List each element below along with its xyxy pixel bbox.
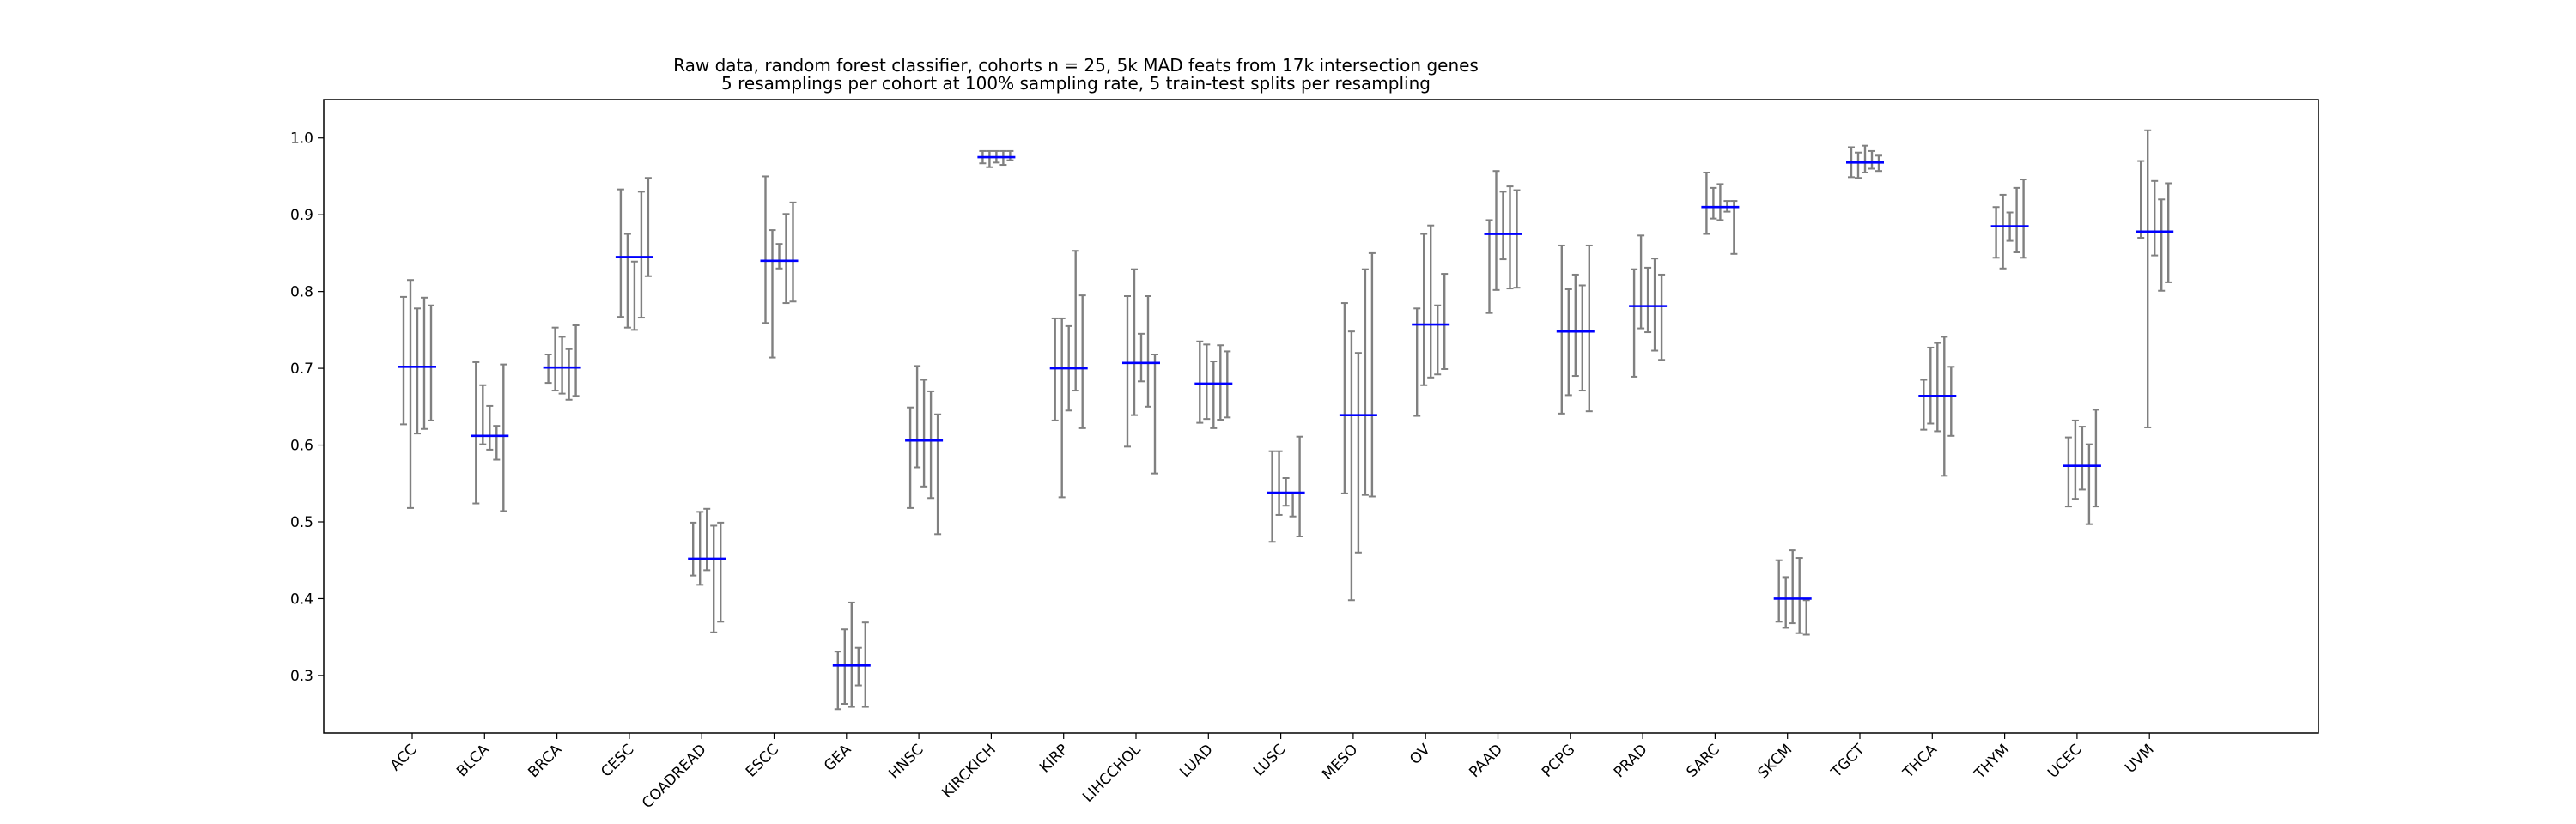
cohort-group [1629,234,1668,378]
cohort-group [832,601,871,711]
y-tick-label: 0.3 [290,668,313,685]
cohort-group [1412,224,1450,417]
cohort-group [1773,549,1812,636]
cohort-group [543,324,581,401]
cohort-group [1122,268,1160,475]
cohort-group [1194,340,1233,429]
cohort-group [1990,179,2029,270]
y-tick-label: 0.8 [290,284,313,301]
y-tick-label: 0.6 [290,438,313,455]
y-tick-label: 0.9 [290,207,313,224]
cohort-group [760,175,799,359]
plot-area-frame [323,99,2319,734]
chart-title-line-2: 5 resamplings per cohort at 100% samplin… [721,73,1431,94]
y-tick-label: 0.4 [290,591,313,608]
cohort-group [1049,250,1088,499]
y-tick-label: 0.5 [290,514,313,531]
cohort-group [1267,435,1305,543]
cohort-group [471,360,509,512]
cohort-group [1556,244,1595,415]
cohort-group [1846,144,1884,179]
cohort-group [2063,409,2101,525]
cohort-group [1701,171,1740,255]
cohort-group [1918,336,1957,477]
cohort-group [905,365,944,536]
cohort-group [615,177,653,331]
cohort-group [2136,129,2174,428]
cohort-group [1484,170,1522,314]
y-tick-label: 0.7 [290,360,313,378]
y-tick-label: 1.0 [290,130,313,148]
cohort-group [688,507,726,633]
cohort-group [977,149,1016,168]
chart-title-line-1: Raw data, random forest classifier, coho… [673,55,1479,76]
errorbar-marks [398,129,2174,711]
cohort-group [1339,251,1377,602]
cohort-group [398,279,436,509]
y-axis: 0.3 0.4 0.5 0.6 0.7 0.8 0.9 1.0 [290,130,324,685]
